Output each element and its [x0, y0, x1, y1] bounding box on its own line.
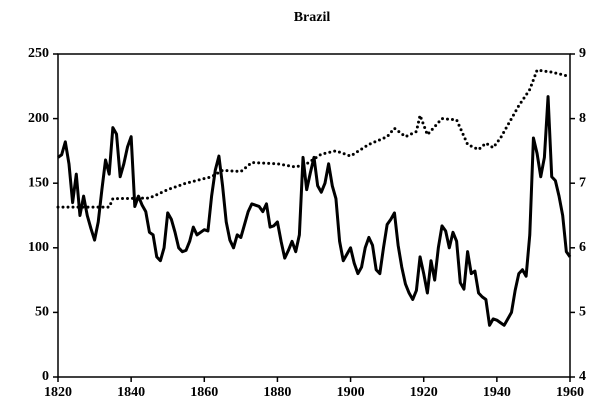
y-tick-label: 100: [28, 240, 49, 255]
x-tick-label: 1840: [117, 385, 145, 400]
y-tick-label: 0: [42, 369, 49, 384]
plot-frame: [57, 53, 571, 378]
x-tick-label: 1920: [410, 385, 438, 400]
y2-tick-label: 9: [579, 46, 586, 61]
chart-title: Brazil: [294, 10, 331, 25]
y2-tick-label: 8: [579, 111, 586, 126]
y2-tick-label: 5: [579, 305, 586, 320]
data-line: [57, 95, 572, 327]
y-tick-label: 200: [28, 111, 49, 126]
y2-tick-label: 6: [579, 240, 586, 255]
y-tick-label: 50: [35, 305, 49, 320]
y2-tick-label: 4: [579, 369, 586, 384]
y-tick-label: 250: [28, 46, 49, 61]
x-tick-label: 1940: [483, 385, 511, 400]
x-tick-label: 1820: [44, 385, 72, 400]
data-line: [56, 68, 572, 209]
x-tick-label: 1880: [263, 385, 291, 400]
x-tick-label: 1860: [190, 385, 218, 400]
y2-tick-label: 7: [579, 175, 586, 190]
x-tick-label: 1900: [337, 385, 365, 400]
x-tick-label: 1960: [556, 385, 584, 400]
y-tick-label: 150: [28, 175, 49, 190]
